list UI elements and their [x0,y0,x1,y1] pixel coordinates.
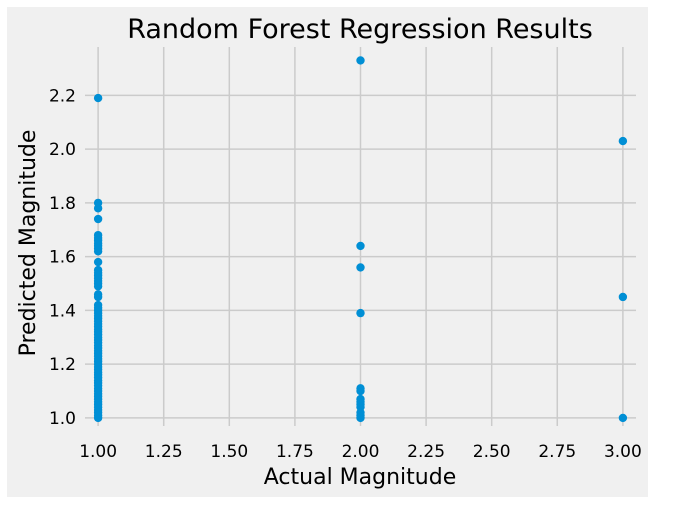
data-points [93,56,628,423]
figure-background [7,7,648,497]
chart-title: Random Forest Regression Results [127,14,593,45]
data-point [356,308,365,318]
x-tick-label: 1.75 [276,442,314,462]
y-tick-label: 1.2 [49,355,76,375]
y-tick-label: 1.0 [49,409,76,429]
data-point [93,292,103,302]
x-tick-label: 2.00 [342,442,380,462]
data-point [93,413,103,423]
x-tick-labels: 1.00 1.25 1.50 1.75 2.00 2.25 2.50 2.75 3.00 [79,442,642,462]
x-tick-label: 2.25 [407,442,445,462]
data-point [93,257,103,267]
x-tick-label: 1.50 [210,442,248,462]
y-axis-label: Predicted Magnitude [16,130,41,357]
y-tick-label: 1.6 [49,248,76,268]
grid [85,47,636,426]
data-point [93,204,103,213]
x-tick-label: 2.50 [473,442,511,462]
x-tick-label: 1.00 [79,442,117,462]
y-tick-labels: 1.0 1.2 1.4 1.6 1.8 2.0 2.2 [49,86,76,429]
x-axis-label: Actual Magnitude [264,465,456,490]
y-tick-label: 2.2 [49,86,76,106]
y-tick-label: 1.4 [49,301,76,321]
y-tick-label: 2.0 [49,140,76,160]
x-tick-label: 1.25 [145,442,183,462]
data-point [93,247,103,256]
x-tick-label: 2.75 [538,442,576,462]
data-point [356,56,365,65]
y-tick-label: 1.8 [49,194,76,214]
data-point [356,386,365,396]
x-tick-label: 3.00 [604,442,642,462]
data-point [93,282,103,291]
data-point [93,93,103,103]
data-point [618,292,628,302]
data-point [356,241,365,251]
data-point [93,214,103,224]
data-point [356,413,365,423]
data-point [618,136,628,146]
data-point [356,263,365,272]
data-point [618,413,628,423]
